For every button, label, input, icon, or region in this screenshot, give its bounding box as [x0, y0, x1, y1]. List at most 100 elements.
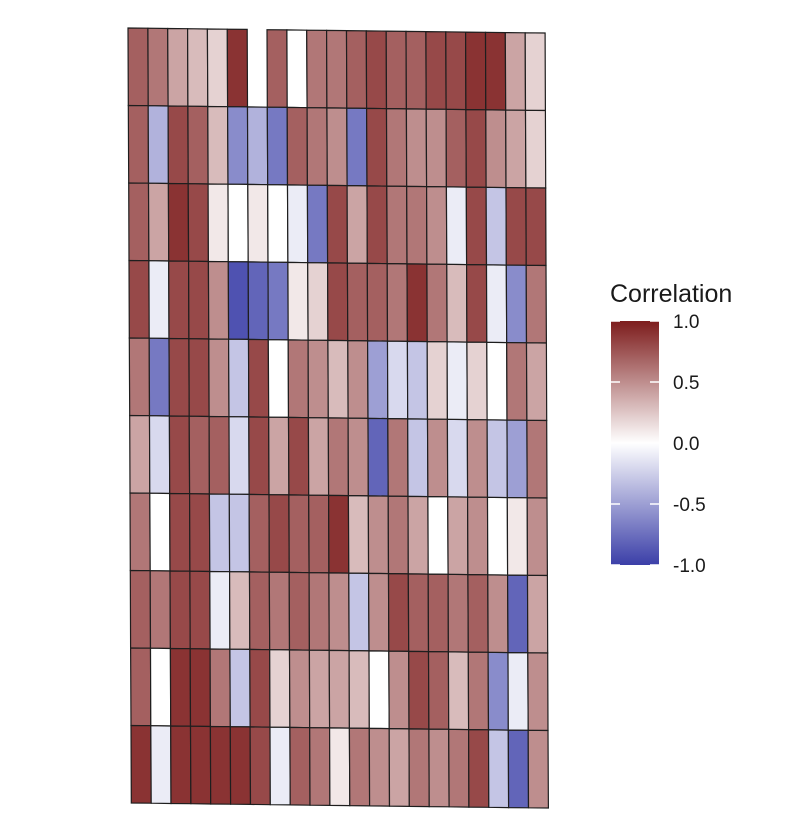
heatmap-grid	[127, 27, 550, 809]
heatmap-cell	[524, 109, 547, 189]
heatmap-cell	[525, 264, 548, 344]
heatmap-cell	[387, 417, 409, 498]
heatmap-cell	[127, 104, 150, 184]
colorbar-tick-label: -0.5	[673, 495, 706, 516]
colorbar-tick-label: 0.5	[673, 373, 699, 394]
heatmap-cell	[507, 651, 529, 731]
heatmap-cell	[507, 729, 530, 809]
heatmap-cell	[326, 262, 349, 342]
heatmap-cell	[129, 647, 152, 727]
heatmap-cell	[286, 184, 309, 264]
heatmap-cell	[189, 570, 211, 650]
heatmap-cell	[147, 182, 170, 262]
heatmap-cell	[406, 263, 428, 343]
heatmap-cell	[386, 262, 409, 343]
heatmap-cell	[206, 28, 229, 108]
heatmap-cell	[464, 31, 487, 111]
heatmap-cell	[228, 571, 251, 651]
heatmap-cell	[208, 493, 231, 573]
heatmap-cell	[149, 570, 172, 650]
heatmap-cell	[505, 186, 527, 266]
heatmap-cell	[170, 725, 192, 805]
heatmap-cell	[187, 105, 209, 185]
heatmap-cell	[405, 108, 428, 188]
heatmap-cell	[328, 572, 350, 652]
heatmap-cell	[487, 574, 509, 654]
heatmap-cell	[427, 650, 450, 730]
heatmap-cell	[427, 573, 450, 653]
heatmap-cell	[208, 415, 230, 495]
heatmap-cell	[227, 261, 250, 341]
heatmap-cell	[130, 724, 152, 804]
heatmap-cell	[465, 108, 487, 188]
heatmap-cell	[188, 415, 211, 495]
heatmap-cell	[248, 571, 271, 651]
heatmap-cell	[405, 30, 427, 110]
heatmap-cell	[366, 340, 389, 420]
heatmap-cell	[466, 341, 488, 421]
heatmap-cell	[147, 105, 170, 185]
heatmap-cell	[148, 415, 171, 495]
heatmap-cell	[247, 183, 269, 263]
heatmap-cell	[228, 493, 251, 573]
heatmap-cell	[325, 29, 348, 109]
heatmap-cell	[229, 648, 251, 728]
heatmap-cell	[150, 725, 172, 805]
heatmap-cell	[227, 183, 249, 263]
heatmap-cell	[168, 415, 191, 495]
colorbar-tick-label: -1.0	[673, 556, 706, 577]
heatmap-cell	[189, 648, 212, 728]
heatmap-cell	[226, 106, 249, 186]
heatmap-cell	[367, 572, 390, 652]
heatmap-cell	[307, 339, 329, 419]
heatmap-cell	[388, 727, 410, 808]
heatmap-cell	[527, 729, 550, 809]
heatmap-cell	[348, 649, 370, 730]
heatmap-cell	[447, 651, 470, 731]
heatmap-cell	[368, 727, 391, 807]
heatmap-cell	[268, 416, 290, 496]
heatmap-cell	[208, 338, 230, 418]
heatmap-cell	[385, 107, 408, 188]
heatmap-cell	[288, 649, 311, 729]
heatmap-cell	[366, 262, 389, 342]
heatmap-cell	[249, 648, 271, 728]
heatmap-cell	[169, 492, 191, 572]
heatmap-cell	[387, 572, 410, 653]
heatmap-cell	[386, 340, 409, 420]
heatmap-cell	[246, 106, 269, 186]
heatmap-cell	[387, 495, 409, 575]
heatmap-cell	[229, 726, 252, 806]
heatmap-cell	[188, 338, 210, 418]
heatmap-cell	[448, 728, 470, 808]
heatmap-cell	[186, 28, 209, 108]
heatmap-cell	[149, 647, 172, 727]
legend-title: Correlation	[610, 280, 732, 308]
heatmap-cell	[426, 340, 449, 420]
heatmap-cell	[269, 649, 291, 729]
heatmap-cell	[406, 340, 429, 420]
heatmap-cell	[128, 337, 151, 417]
heatmap-cell	[129, 492, 151, 572]
heatmap-cell	[525, 342, 548, 422]
heatmap-cell	[407, 573, 430, 653]
heatmap-cell	[267, 184, 289, 264]
heatmap-cell	[428, 728, 450, 808]
heatmap-cell	[425, 185, 448, 265]
heatmap-cell	[486, 341, 508, 421]
heatmap-cell	[427, 495, 449, 575]
heatmap-cell	[226, 28, 249, 108]
heatmap-cell	[307, 417, 330, 497]
heatmap-cell	[346, 107, 368, 187]
heatmap-cell	[348, 572, 370, 652]
heatmap-cell	[288, 571, 311, 651]
heatmap-cell	[148, 260, 170, 340]
colorbar-ticks: 1.0 0.5 0.0 -0.5 -1.0	[611, 312, 706, 577]
heatmap-cell	[407, 418, 429, 498]
heatmap-cell	[127, 27, 149, 107]
heatmap-cell	[484, 31, 507, 111]
heatmap-cell	[207, 105, 229, 185]
heatmap-cell	[227, 338, 250, 418]
heatmap-cell	[486, 419, 508, 499]
heatmap-cell	[168, 337, 190, 417]
